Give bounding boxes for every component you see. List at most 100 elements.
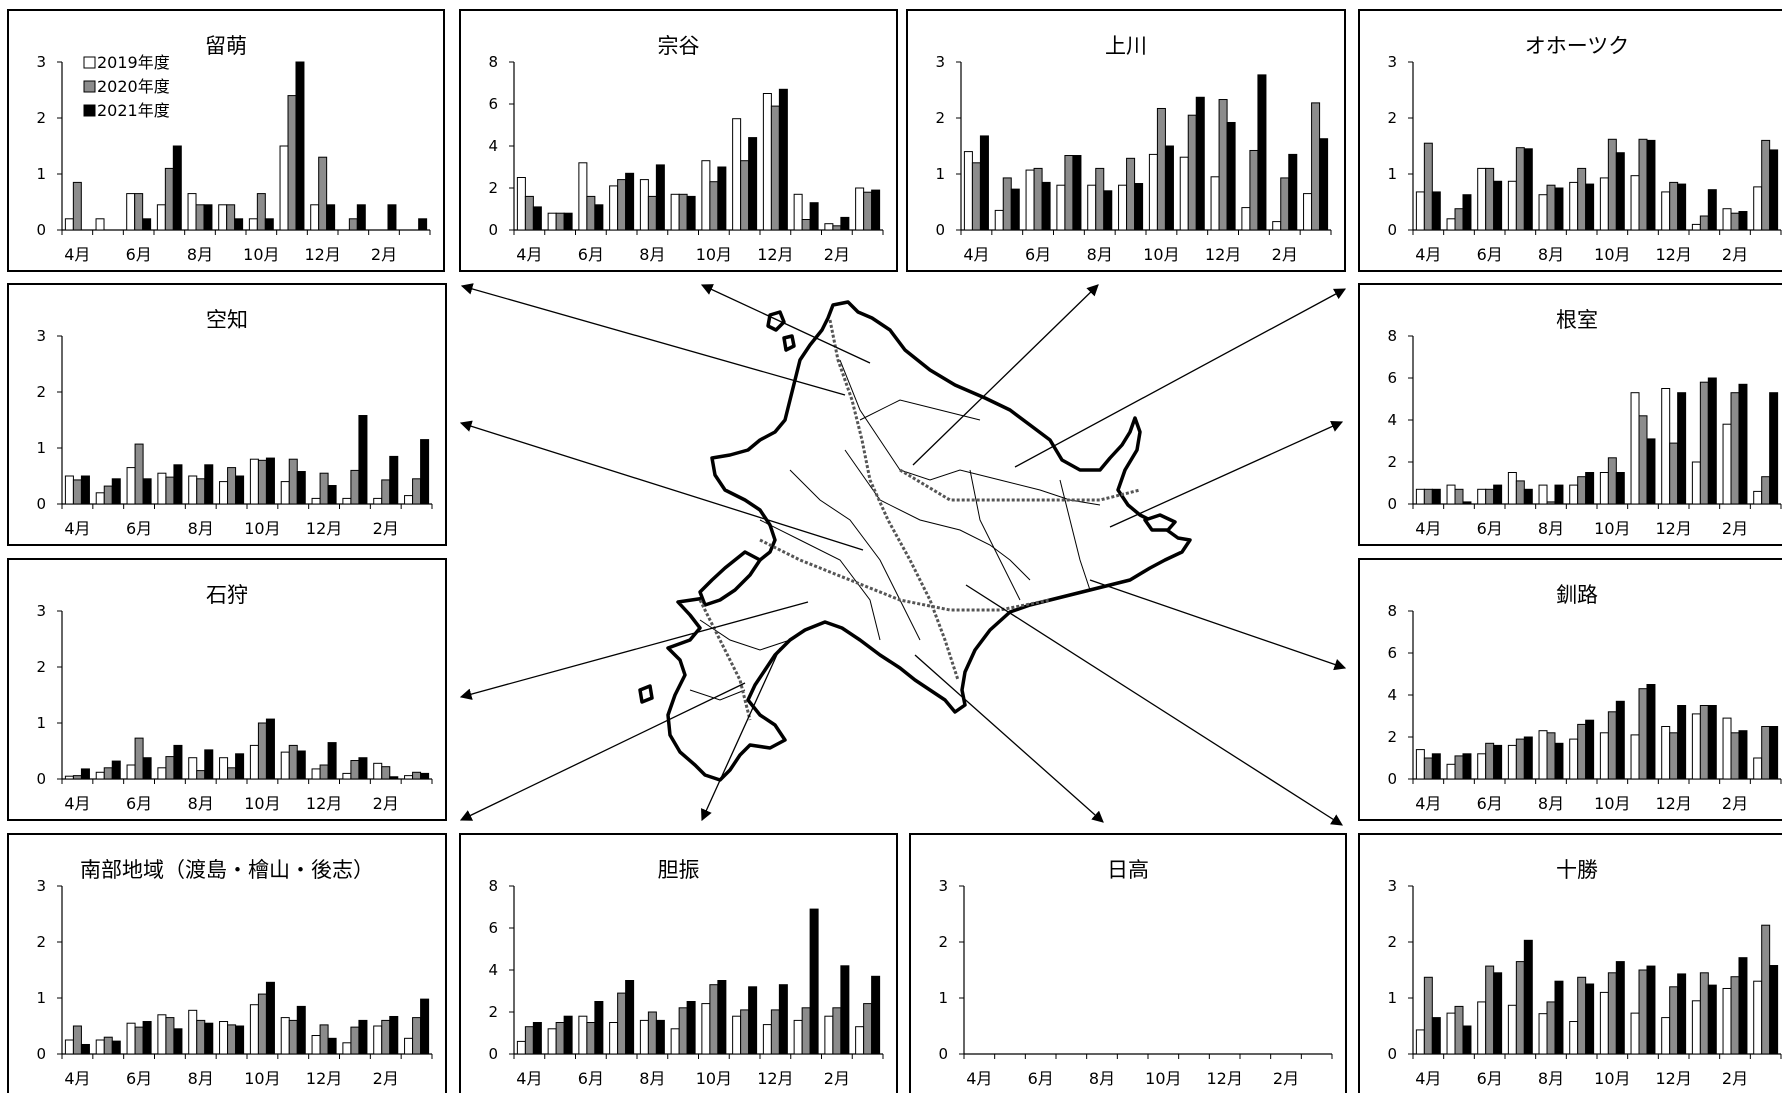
bar-soya-s1-m8 <box>732 118 742 231</box>
x-tick-label: 10月 <box>1145 1069 1181 1088</box>
x-tick-label: 10月 <box>696 245 732 264</box>
bar-tokachi-s2-m9 <box>1669 986 1679 1055</box>
bar-iburi-s2-m2 <box>555 1022 565 1055</box>
bar-okhotsk-s3-m11 <box>1738 211 1748 231</box>
bar-nanbu-s3-m9 <box>327 1037 337 1055</box>
bar-kamikawa-s2-m9 <box>1218 99 1228 231</box>
x-tick-label: 6月 <box>126 519 152 538</box>
bar-iburi-s1-m9 <box>762 1024 772 1055</box>
bar-nanbu-s1-m1 <box>64 1039 74 1055</box>
bar-iburi-s2-m10 <box>801 1007 811 1055</box>
bar-kushiro-s2-m3 <box>1485 742 1495 780</box>
bar-ishikari-s3-m1 <box>80 768 90 780</box>
bar-nemuro-s2-m5 <box>1546 501 1556 505</box>
bar-tokachi-s2-m2 <box>1454 1005 1464 1055</box>
bar-sorachi-s1-m10 <box>342 497 352 505</box>
y-tick-label: 8 <box>1387 327 1397 345</box>
bar-kushiro-s1-m8 <box>1630 734 1640 780</box>
bar-soya-s2-m10 <box>801 219 811 231</box>
x-tick-label: 12月 <box>1206 1069 1242 1088</box>
bar-kamikawa-s3-m2 <box>1010 188 1020 231</box>
x-tick-label: 10月 <box>1594 794 1630 813</box>
bar-tokachi-s1-m10 <box>1691 1000 1701 1055</box>
bar-okhotsk-s3-m8 <box>1646 139 1656 231</box>
bar-tokachi-s2-m8 <box>1638 969 1648 1055</box>
bar-soya-s2-m7 <box>709 181 719 231</box>
y-tick-label: 2 <box>1387 109 1397 127</box>
x-tick-label: 12月 <box>306 1069 342 1088</box>
x-tick-label: 6月 <box>578 1069 604 1088</box>
pointer-arrow-4 <box>1014 288 1347 468</box>
bar-kamikawa-s2-m3 <box>1033 167 1043 231</box>
x-tick-label: 12月 <box>757 245 793 264</box>
x-tick-label: 6月 <box>1477 245 1503 264</box>
bar-okhotsk-s3-m5 <box>1554 187 1564 231</box>
bar-kamikawa-s1-m5 <box>1087 184 1097 231</box>
bar-tokachi-s3-m12 <box>1769 965 1779 1055</box>
bar-kamikawa-s1-m8 <box>1179 156 1189 231</box>
bar-okhotsk-s2-m9 <box>1669 181 1679 231</box>
bar-sorachi-s3-m1 <box>80 475 90 505</box>
bar-nanbu-s1-m3 <box>126 1022 136 1055</box>
pointer-arrow-6 <box>1109 421 1344 528</box>
bar-soya-s3-m11 <box>840 216 850 231</box>
x-tick-label: 6月 <box>1025 245 1051 264</box>
bar-nemuro-s2-m2 <box>1454 488 1464 505</box>
bar-kamikawa-s1-m3 <box>1025 169 1035 231</box>
bar-ishikari-s2-m9 <box>319 764 329 780</box>
bar-kushiro-s1-m7 <box>1599 732 1609 780</box>
bar-nanbu-s3-m12 <box>420 998 430 1055</box>
y-tick-label: 2 <box>36 933 46 951</box>
pointer-arrow-10 <box>701 647 781 822</box>
bar-soya-s1-m3 <box>578 162 588 231</box>
bar-soya-s3-m9 <box>778 88 788 231</box>
bar-sorachi-s1-m7 <box>249 458 259 505</box>
bar-sorachi-s3-m8 <box>296 471 306 505</box>
x-tick-label: 2月 <box>824 1069 850 1088</box>
bar-tokachi-s3-m10 <box>1707 984 1717 1055</box>
y-tick-label: 0 <box>935 221 945 239</box>
y-tick-label: 1 <box>1387 165 1397 183</box>
bar-okhotsk-s1-m3 <box>1477 167 1487 231</box>
bar-rumoi-s2-m8 <box>287 95 297 231</box>
bar-okhotsk-s2-m7 <box>1607 138 1617 231</box>
bar-okhotsk-s3-m6 <box>1585 183 1595 231</box>
bar-okhotsk-s2-m1 <box>1423 142 1433 231</box>
y-tick-label: 1 <box>36 714 46 732</box>
bar-nanbu-s2-m10 <box>350 1026 360 1055</box>
bar-nanbu-s3-m5 <box>204 1022 214 1055</box>
bar-kushiro-s3-m1 <box>1431 753 1441 780</box>
bar-nemuro-s2-m11 <box>1730 392 1740 505</box>
bar-sorachi-s3-m11 <box>389 455 399 505</box>
bar-nanbu-s3-m3 <box>142 1021 152 1055</box>
bar-nemuro-s1-m10 <box>1691 461 1701 505</box>
x-tick-label: 10月 <box>1594 519 1630 538</box>
x-tick-label: 10月 <box>244 519 280 538</box>
bar-ishikari-s3-m2 <box>111 760 121 780</box>
bar-nanbu-s2-m2 <box>103 1036 113 1055</box>
x-tick-label: 8月 <box>187 245 213 264</box>
x-tick-label: 2月 <box>373 519 399 538</box>
bar-iburi-s1-m12 <box>855 1026 865 1055</box>
x-tick-label: 6月 <box>126 245 152 264</box>
chart-panel-nemuro: 根室 0 2 4 6 8 4月 6月 8月 10月 12月 2月 <box>1358 283 1782 546</box>
bar-kushiro-s1-m11 <box>1722 717 1732 780</box>
bar-sorachi-s3-m3 <box>142 478 152 505</box>
bar-kamikawa-s1-m9 <box>1210 176 1220 231</box>
x-tick-label: 4月 <box>516 1069 542 1088</box>
bar-sorachi-s2-m6 <box>227 467 237 505</box>
bar-rumoi-s1-m8 <box>279 145 289 231</box>
chart-title: 留萌 <box>205 34 247 58</box>
bar-sorachi-s2-m7 <box>257 459 267 505</box>
x-tick-label: 4月 <box>516 245 542 264</box>
bar-kushiro-s3-m12 <box>1769 726 1779 780</box>
legend-swatch <box>83 56 96 69</box>
bar-kamikawa-s1-m2 <box>994 209 1004 231</box>
x-tick-label: 2月 <box>1722 794 1748 813</box>
bar-nanbu-s3-m2 <box>111 1040 121 1055</box>
bar-kamikawa-s1-m1 <box>963 151 973 231</box>
bar-sorachi-s2-m8 <box>288 458 298 505</box>
bar-soya-s3-m4 <box>625 172 635 231</box>
bar-tokachi-s2-m3 <box>1485 965 1495 1055</box>
x-tick-label: 8月 <box>1087 245 1113 264</box>
